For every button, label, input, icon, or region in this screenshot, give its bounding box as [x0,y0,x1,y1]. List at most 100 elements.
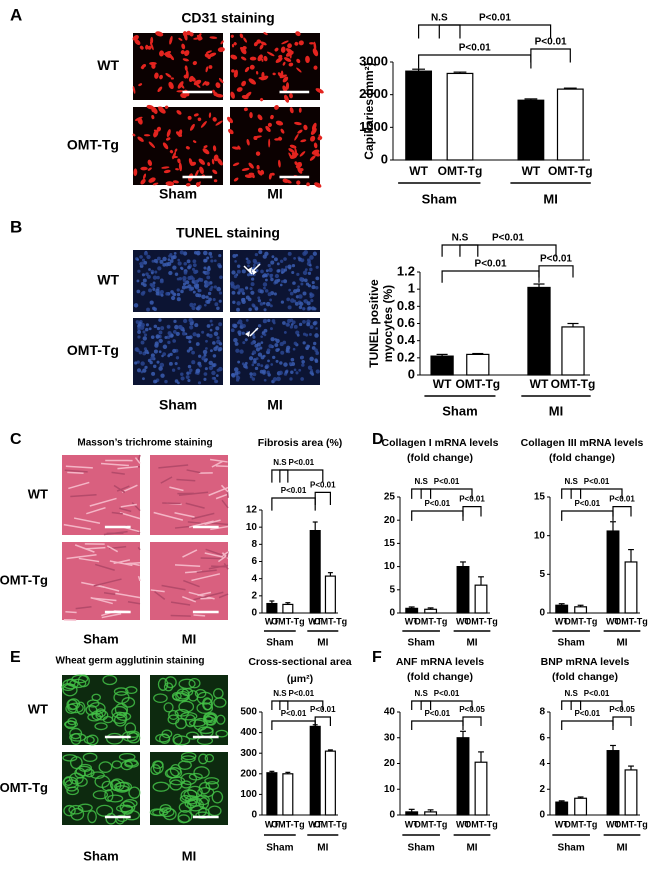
row-label: WT [28,701,48,716]
x-tick-label: OMT-Tg [414,616,448,626]
nucleus [291,361,296,366]
stain-spot [215,82,221,89]
stain-spot [182,31,188,37]
nucleus [302,270,308,276]
nucleus [279,283,283,287]
cell-membrane [75,765,93,777]
stain-spot [212,117,217,122]
nucleus [188,346,193,351]
fiber [85,546,106,550]
nucleus [254,252,258,257]
fiber [125,562,141,565]
micrograph [61,674,141,746]
cell-membrane [86,734,99,746]
nucleus [307,271,312,275]
stain-spot [189,32,194,37]
nucleus [315,327,318,330]
nucleus [203,258,207,263]
y-tick-label: 25 [384,492,396,503]
stain-spot [133,168,138,177]
chart-title: Collagen III mRNA levels [521,437,644,449]
bar [574,797,588,816]
nucleus [255,357,259,361]
nucleus [251,277,255,281]
micrograph [230,250,320,312]
nucleus [180,372,184,376]
nucleus [263,333,267,337]
nucleus [306,322,311,327]
stain-spot [272,72,276,76]
x-tick-label: WT [606,819,620,829]
nucleus [205,339,208,343]
nucleus [209,319,213,323]
significance-bracket [561,720,614,730]
stain-spot [275,120,284,126]
nucleus [146,254,151,260]
significance-bracket [271,720,316,730]
cell-membrane [124,760,139,768]
stain-spot [244,174,253,179]
stain-spot [147,45,152,50]
fiber [200,557,223,560]
nucleus [309,255,314,260]
stain-spot [140,166,148,171]
x-tick-label: OMT-Tg [548,164,593,178]
cell-membrane [114,781,130,792]
significance-bracket [411,510,464,521]
fiber [137,546,141,551]
stain-spot [242,46,247,50]
significance-bracket [462,506,482,517]
fiber [106,545,119,553]
nucleus [244,286,249,290]
nucleus [232,300,236,304]
stain-spot [275,57,283,63]
significance-label: P<0.01 [609,495,635,504]
nucleus [201,330,205,334]
stain-spot [184,50,190,57]
nucleus [153,364,157,369]
stain-spot [243,107,248,112]
nucleus [285,265,288,269]
significance-label: P<0.01 [459,43,491,54]
nucleus [180,266,183,270]
stain-spot [143,134,151,137]
cell-membrane [106,732,124,745]
cell-membrane [118,752,136,762]
nucleus [142,278,147,283]
nucleus [273,257,278,262]
bar [624,769,638,816]
stain-spot [192,140,197,143]
cell-membrane [204,753,215,763]
stain-spot [244,66,250,73]
cell-membrane [174,708,190,717]
stain-spot [281,40,289,45]
nucleus [277,278,281,282]
cell-membrane [67,698,81,710]
nucleus [158,338,163,344]
stain-spot [157,86,163,93]
stain-spot [147,167,152,171]
stain-spot [287,43,292,49]
cell-membrane [204,777,220,785]
stain-spot [239,33,244,39]
chart-title: (fold change) [549,452,615,464]
nucleus [238,288,243,293]
stain-spot [159,74,163,80]
y-tick-label: 1.2 [397,263,415,278]
nucleus [234,371,239,376]
chart-title: (fold change) [407,671,473,683]
stain-spot [217,47,225,53]
nucleus [257,352,263,357]
nucleus [262,319,267,324]
significance-bracket [279,700,324,710]
x-tick-label: WT [308,616,322,626]
fiber [115,592,141,599]
cell-membrane [61,683,75,692]
nucleus [170,333,174,337]
cell-membrane [207,805,222,817]
nucleus [282,340,287,345]
nucleus [136,368,142,373]
stain-spot [266,51,275,57]
nucleus [299,277,304,282]
